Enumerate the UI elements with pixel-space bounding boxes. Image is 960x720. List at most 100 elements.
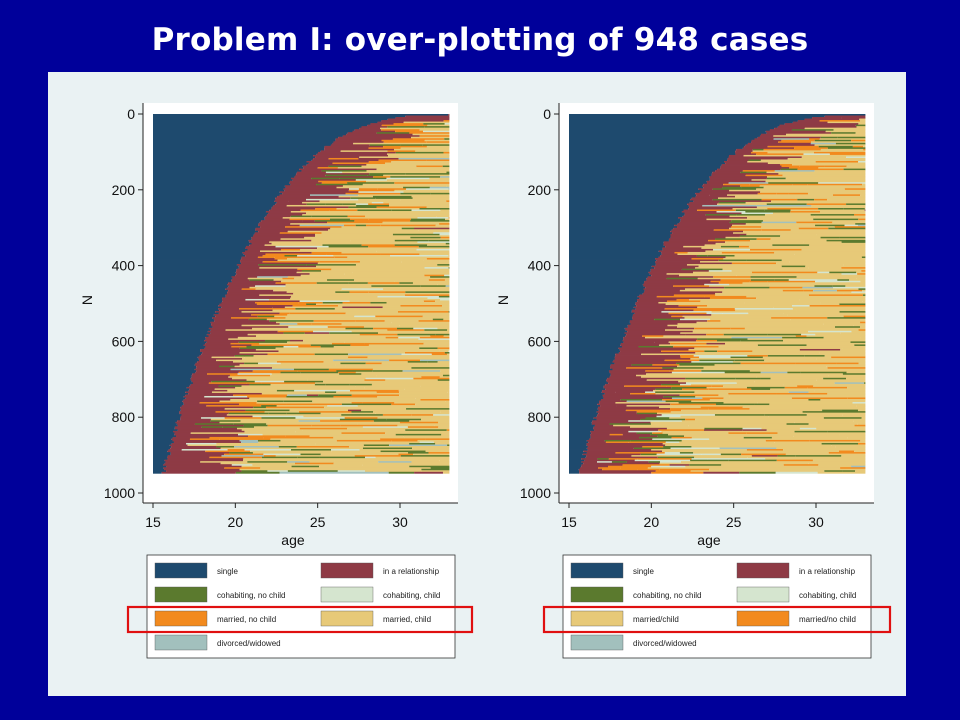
sequence-row [153, 174, 450, 177]
state-single [569, 221, 680, 224]
state-in-a-relationship [228, 282, 276, 285]
state-single [153, 377, 191, 380]
state-segment [435, 442, 450, 445]
state-segment [725, 236, 821, 239]
state-single [569, 459, 585, 462]
state-in-a-relationship [302, 165, 329, 168]
state-segment [816, 427, 866, 430]
state-single [153, 230, 259, 233]
state-single [569, 438, 589, 441]
state-in-a-relationship [448, 114, 450, 116]
state-segment [804, 355, 825, 357]
state-segment [225, 329, 280, 332]
state-segment [368, 160, 392, 163]
state-in-a-relationship [183, 395, 205, 398]
state-single [569, 217, 679, 220]
state-single [153, 180, 290, 183]
sequence-row [153, 426, 450, 429]
state-segment [720, 453, 742, 456]
state-in-a-relationship [601, 391, 616, 394]
state-segment [423, 130, 450, 133]
state-segment [837, 279, 850, 282]
state-segment [679, 394, 719, 397]
state-segment [769, 286, 803, 289]
state-segment [842, 470, 856, 473]
sequence-row [153, 333, 450, 336]
state-segment [285, 317, 450, 320]
state-segment [859, 326, 866, 329]
state-in-a-relationship [185, 397, 250, 400]
state-segment [690, 470, 825, 473]
y-tick-label: 400 [528, 258, 552, 274]
state-segment [654, 318, 681, 321]
state-segment [679, 452, 694, 454]
state-segment [855, 236, 866, 239]
state-segment [699, 359, 735, 362]
state-segment [295, 430, 450, 433]
state-segment [411, 209, 441, 212]
state-segment [725, 256, 862, 259]
state-in-a-relationship [582, 453, 641, 456]
sequence-row [569, 188, 866, 191]
state-in-a-relationship [195, 362, 245, 365]
sequence-row [569, 394, 866, 397]
sequence-row [153, 311, 450, 313]
state-in-a-relationship [766, 132, 832, 135]
state-segment [424, 329, 448, 332]
state-segment [234, 365, 346, 368]
state-in-a-relationship [590, 430, 629, 433]
state-segment [721, 251, 775, 254]
sequence-row [569, 312, 866, 315]
state-single [569, 136, 758, 139]
sequence-row [569, 145, 866, 148]
state-in-a-relationship [275, 203, 307, 206]
state-single [569, 148, 737, 151]
state-single [569, 464, 582, 467]
state-in-a-relationship [598, 412, 637, 415]
sequence-row [569, 221, 866, 224]
state-single [569, 356, 615, 359]
state-in-a-relationship [335, 138, 393, 141]
state-segment [656, 415, 681, 418]
state-in-a-relationship [174, 432, 191, 435]
state-segment [708, 239, 750, 242]
state-single [569, 167, 721, 169]
state-in-a-relationship [264, 217, 283, 220]
state-segment [799, 348, 841, 351]
state-single [569, 197, 692, 200]
sequence-row [569, 291, 866, 294]
state-segment [315, 207, 337, 210]
state-single [153, 203, 276, 206]
state-segment [860, 194, 866, 197]
state-segment [668, 341, 851, 344]
sequence-row [569, 461, 866, 464]
state-segment [446, 171, 450, 174]
state-in-a-relationship [185, 394, 234, 397]
state-segment [759, 185, 866, 188]
state-segment [814, 389, 866, 392]
legend-swatch [320, 586, 374, 603]
state-segment [285, 435, 310, 438]
state-single [153, 138, 336, 141]
state-in-a-relationship [324, 147, 369, 150]
state-in-a-relationship [643, 285, 674, 288]
state-single [569, 341, 624, 344]
state-segment [247, 277, 283, 280]
state-segment [364, 379, 386, 382]
state-segment [367, 174, 384, 177]
state-segment [249, 279, 274, 282]
state-segment [337, 167, 450, 169]
state-segment [720, 320, 866, 323]
state-in-a-relationship [627, 326, 678, 329]
state-single [569, 248, 663, 251]
sequence-row [569, 414, 866, 417]
state-segment [749, 239, 827, 242]
state-segment [377, 395, 450, 398]
state-segment [224, 467, 261, 470]
state-single [569, 433, 591, 436]
state-in-a-relationship [635, 308, 665, 310]
state-segment [763, 186, 866, 189]
state-segment [839, 303, 866, 306]
state-in-a-relationship [751, 141, 779, 144]
sequence-row [569, 462, 866, 465]
